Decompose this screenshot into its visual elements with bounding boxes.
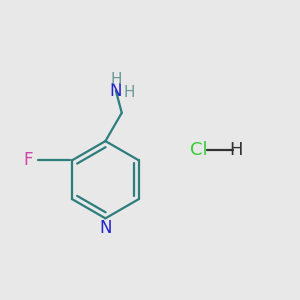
Text: H: H: [110, 72, 122, 87]
Text: N: N: [99, 219, 112, 237]
Text: H: H: [230, 141, 243, 159]
Text: H: H: [123, 85, 135, 100]
Text: N: N: [110, 82, 122, 100]
Text: Cl: Cl: [190, 141, 208, 159]
Text: F: F: [23, 152, 33, 169]
